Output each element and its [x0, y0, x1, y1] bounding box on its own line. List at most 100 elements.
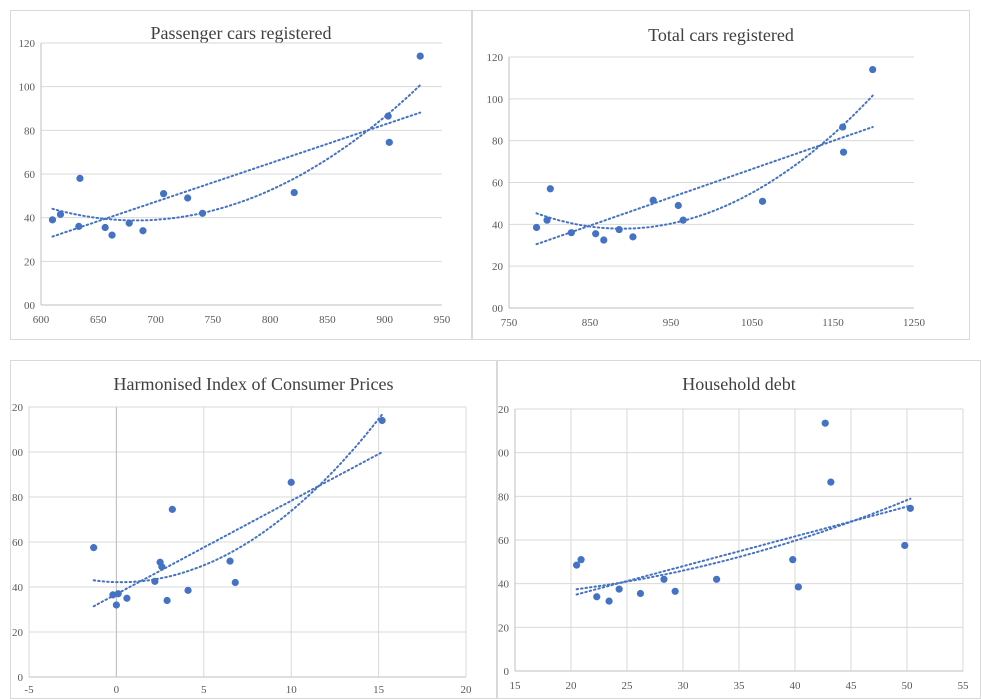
data-point	[158, 563, 166, 571]
data-point	[629, 233, 637, 241]
plot-area: 00 20 40 60 80 100 120 750 850 950 1050 1150 1250	[487, 52, 926, 329]
data-point	[573, 561, 581, 569]
data-point	[794, 583, 802, 591]
y-tick-label: 80	[24, 125, 36, 137]
chart-hicp: Harmonised Index of Consumer Prices 0 20 4…	[10, 360, 497, 699]
x-tick-label: 850	[319, 314, 336, 326]
y-tick-label: 60	[492, 178, 504, 190]
trendline-linear	[51, 111, 422, 238]
data-point	[649, 196, 657, 204]
data-point	[532, 223, 541, 232]
data-point	[758, 197, 767, 205]
data-point	[159, 190, 168, 198]
x-tick-label: 950	[663, 317, 680, 329]
data-point	[123, 594, 131, 602]
y-tick-label: 0	[18, 672, 24, 684]
y-tick-label: 20	[498, 622, 510, 634]
x-tick-label: 800	[262, 314, 279, 326]
data-point	[789, 556, 797, 564]
chart-title: Passenger cars registered	[150, 23, 332, 43]
trendline-linear	[92, 451, 384, 608]
chart-title: Total cars registered	[648, 25, 794, 45]
trendline-linear	[535, 126, 874, 246]
x-tick-label: 10	[286, 684, 298, 696]
data-point	[615, 225, 623, 234]
data-point	[636, 589, 645, 598]
data-point	[198, 209, 207, 217]
y-tick-label: 00	[24, 300, 36, 312]
data-point	[48, 216, 57, 224]
x-tick-label: 35	[734, 680, 746, 692]
y-tick-label: 0	[504, 666, 510, 678]
data-point	[839, 123, 847, 131]
x-tick-label: 600	[33, 314, 50, 326]
x-tick-label: 50	[902, 680, 914, 692]
y-tick-label: 40	[24, 213, 36, 225]
data-point	[114, 590, 122, 598]
x-tick-label: 45	[846, 680, 858, 692]
data-point	[163, 596, 171, 605]
chart-total-cars: Total cars registered 00 20 40 60 80 100 120 75…	[472, 10, 970, 340]
data-point	[384, 112, 392, 120]
data-point	[125, 219, 133, 227]
data-point	[593, 593, 601, 601]
data-point	[615, 585, 623, 593]
data-point	[567, 229, 575, 237]
data-point	[75, 222, 83, 230]
x-tick-label: 1050	[741, 317, 764, 329]
plot-area: 00 20 40 60 80 100 120 600 650 700 750 800 850 900 950	[19, 38, 451, 326]
y-tick-label: 60	[498, 535, 510, 547]
data-point	[660, 575, 668, 583]
data-point	[869, 65, 877, 74]
data-point	[906, 504, 914, 512]
y-tick-label: 40	[492, 219, 504, 231]
y-tick-label: 00	[492, 303, 504, 315]
chart-title: Household debt	[682, 374, 796, 394]
x-tick-label: 15	[510, 680, 522, 692]
x-tick-label: 750	[501, 317, 518, 329]
data-point	[577, 556, 585, 564]
data-point	[543, 216, 551, 224]
data-point	[901, 541, 909, 550]
y-tick-label: 60	[24, 169, 36, 181]
x-tick-label: -5	[24, 684, 34, 696]
data-point	[226, 557, 234, 565]
x-tick-label: 25	[622, 680, 634, 692]
data-point	[139, 227, 147, 235]
data-point	[671, 587, 679, 595]
data-point	[416, 52, 424, 60]
x-tick-label: 700	[147, 314, 164, 326]
x-tick-label: 1150	[822, 317, 844, 329]
x-tick-label: 5	[201, 684, 207, 696]
data-point	[184, 194, 192, 202]
y-tick-label: 120	[11, 402, 24, 414]
data-point	[108, 231, 116, 239]
data-point	[76, 174, 84, 182]
y-tick-label: 120	[19, 38, 36, 50]
x-tick-label: 30	[678, 680, 690, 692]
plot-area: 0 20 40 60 80 100 120 15 20 25 30 35 40 45 50 55	[498, 404, 969, 692]
y-tick-label: 40	[498, 579, 510, 591]
x-tick-label: 15	[373, 684, 385, 696]
data-point	[287, 478, 295, 486]
trendline-polynomial	[92, 413, 384, 584]
x-tick-label: 950	[434, 314, 451, 326]
data-point	[90, 544, 98, 552]
y-tick-label: 100	[19, 82, 36, 94]
y-tick-label: 20	[492, 261, 504, 273]
trendline-polynomial	[51, 84, 422, 222]
chart-passenger-cars: Passenger cars registered 00 20 40 60 80 100 1…	[10, 10, 472, 340]
y-tick-label: 100	[11, 447, 24, 459]
data-point	[674, 201, 682, 210]
data-point	[385, 138, 393, 146]
y-tick-label: 80	[12, 492, 24, 504]
data-point	[600, 236, 608, 244]
y-tick-label: 20	[24, 256, 36, 268]
data-point	[821, 419, 829, 427]
y-tick-label: 40	[12, 582, 24, 594]
data-point	[290, 188, 298, 197]
data-point	[56, 210, 65, 218]
x-tick-label: 20	[566, 680, 578, 692]
x-tick-label: 750	[205, 314, 222, 326]
